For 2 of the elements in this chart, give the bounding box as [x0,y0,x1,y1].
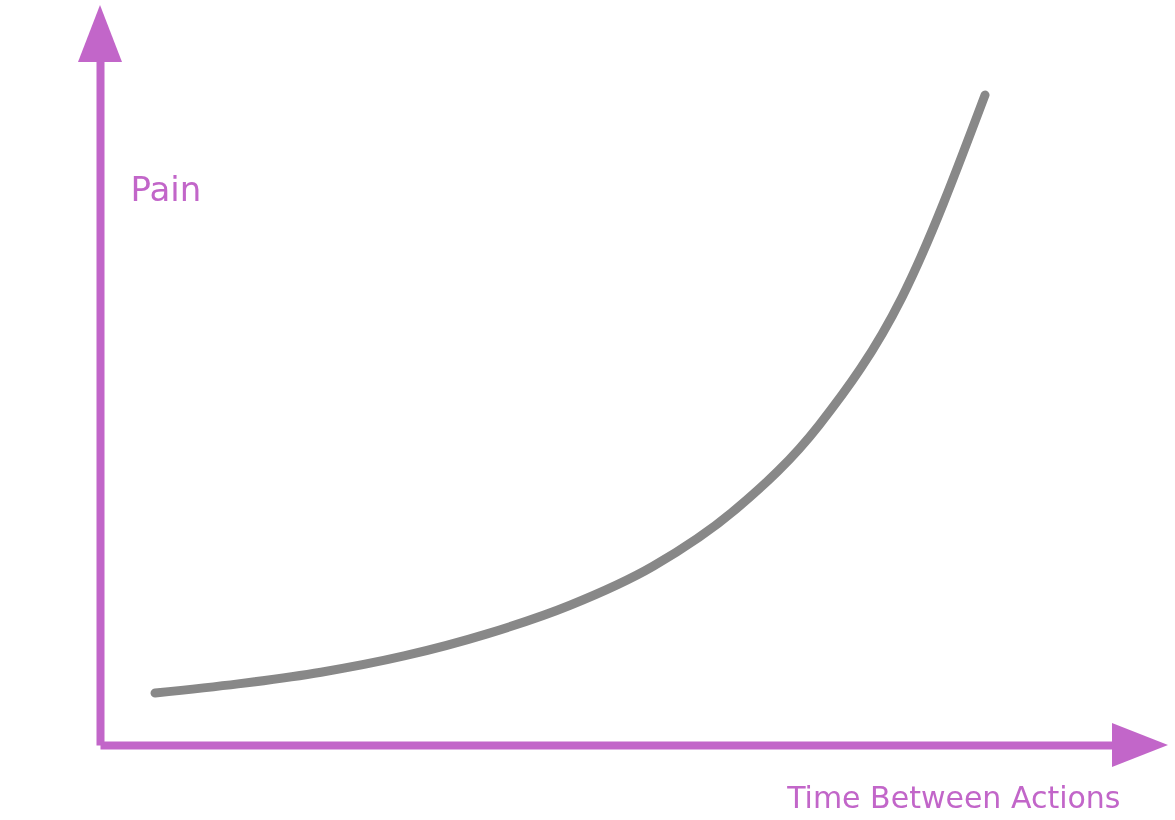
x-axis-title: Time Between Actions [786,779,1121,815]
y-axis-title: Pain [130,168,202,209]
